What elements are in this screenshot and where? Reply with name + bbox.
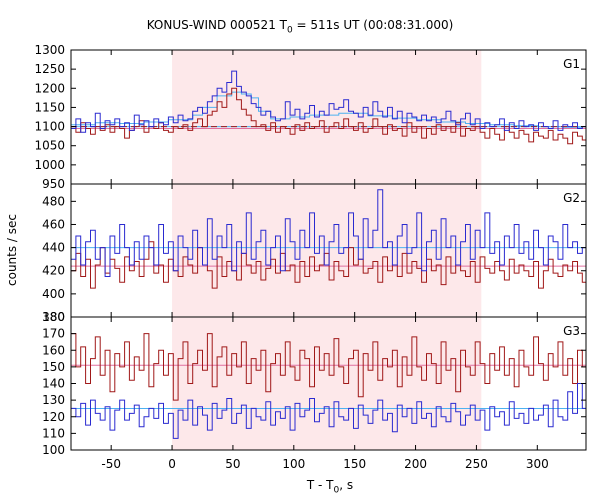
panel-label-g1: G1 (563, 57, 580, 71)
panels-layer: 9501000105011001150120012501300G13804004… (34, 43, 587, 471)
y-tick-label: 1100 (34, 120, 65, 134)
x-tick-label: 150 (343, 457, 366, 471)
blue-series-line (71, 383, 586, 439)
y-tick-label: 1050 (34, 139, 65, 153)
y-tick-label: 100 (42, 443, 65, 457)
shaded-interval (172, 50, 482, 184)
chart-title-subscript: 0 (286, 25, 293, 36)
y-tick-label: 1200 (34, 81, 65, 95)
y-tick-label: 480 (42, 194, 65, 208)
x-axis-label-suffix: , s (339, 478, 354, 492)
x-tick-label: 50 (225, 457, 240, 471)
x-tick-label: -50 (101, 457, 121, 471)
blue-series-line (71, 189, 586, 277)
y-tick-label: 1000 (34, 158, 65, 172)
y-tick-label: 180 (42, 310, 65, 324)
y-axis-label: counts / sec (5, 214, 19, 286)
y-tick-label: 1150 (34, 100, 65, 114)
y-tick-label: 420 (42, 264, 65, 278)
x-axis-label-subscript: 0 (333, 485, 340, 496)
y-tick-label: 110 (42, 426, 65, 440)
x-tick-label: 200 (404, 457, 427, 471)
panel-g3: 100 110 120 130 140 150 160 170 180 -50 0 50 100 150 2… (42, 310, 587, 471)
y-tick-label: 460 (42, 217, 65, 231)
red-series-line (71, 333, 586, 401)
x-tick-label: 250 (465, 457, 488, 471)
shaded-interval (172, 317, 482, 450)
x-tick-label: 300 (526, 457, 549, 471)
x-axis-label: T - T0, s (0, 478, 600, 495)
panel-label-g2: G2 (563, 191, 580, 205)
y-tick-label: 380 (42, 310, 65, 324)
series-layer (71, 189, 586, 289)
y-tick-label: 120 (42, 410, 65, 424)
series-layer (71, 70, 586, 145)
x-axis-label-prefix: T - T (306, 478, 334, 492)
y-tick-label: 150 (42, 360, 65, 374)
y-tick-label: 1250 (34, 62, 65, 76)
y-tick-label: 160 (42, 343, 65, 357)
blue-series-line (71, 70, 586, 133)
chart-title: KONUS-WIND 000521 T0 = 511s UT (00:08:31… (0, 18, 600, 35)
y-tick-label: 1300 (34, 43, 65, 57)
red-series-line (71, 241, 586, 289)
chart-title-suffix: = 511s UT (00:08:31.000) (292, 18, 454, 32)
panel-g2: 380 400 420 440 460 480 G2 (42, 183, 587, 324)
x-tick-label: 100 (282, 457, 305, 471)
shaded-interval (172, 184, 482, 317)
y-tick-label: 950 (42, 177, 65, 191)
y-tick-label: 170 (42, 327, 65, 341)
y-tick-label: 140 (42, 377, 65, 391)
y-tick-label: 130 (42, 393, 65, 407)
chart-title-prefix: KONUS-WIND 000521 T (146, 18, 287, 32)
red-series-line (71, 87, 586, 145)
x-tick-label: 0 (168, 457, 176, 471)
panel-g1: 950 1000 1050 1100 1150 1200 1250 1300 G1 (34, 43, 587, 191)
y-tick-label: 400 (42, 287, 65, 301)
y-tick-label: 440 (42, 241, 65, 255)
series-layer (71, 333, 586, 439)
panel-label-g3: G3 (563, 324, 580, 338)
